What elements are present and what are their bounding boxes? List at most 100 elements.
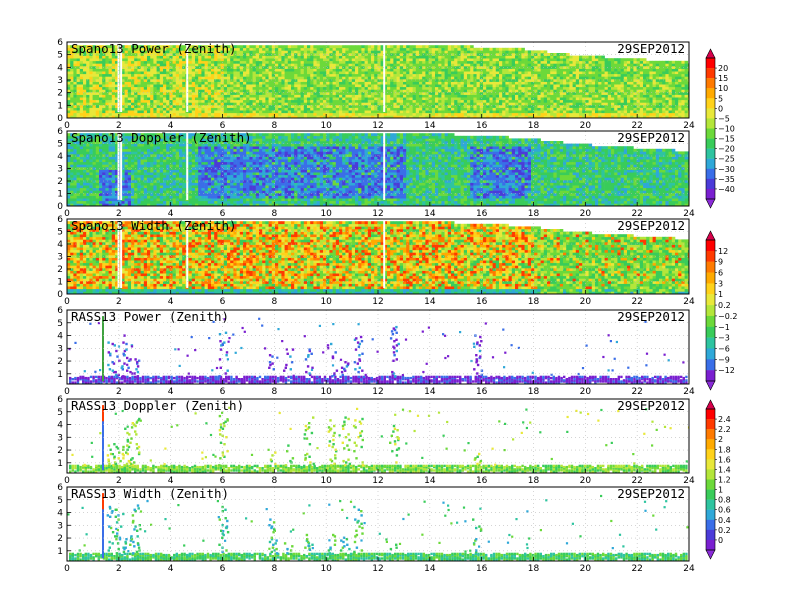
heatmap-cell bbox=[630, 105, 634, 108]
heatmap-cell bbox=[86, 71, 90, 75]
heatmap-cell bbox=[236, 79, 241, 82]
heatmap-cell bbox=[140, 53, 145, 56]
heatmap-cell bbox=[223, 115, 228, 118]
heatmap-cell bbox=[460, 53, 465, 56]
heatmap-cell bbox=[303, 60, 308, 64]
heatmap-cell bbox=[614, 79, 618, 82]
heatmap-cell bbox=[220, 50, 225, 54]
heatmap-cell bbox=[601, 102, 605, 106]
heatmap-cell bbox=[367, 73, 372, 77]
heatmap-cell bbox=[547, 112, 551, 116]
heatmap-cell bbox=[444, 58, 449, 62]
heatmap-cell bbox=[284, 110, 289, 114]
heatmap-cell bbox=[441, 97, 445, 101]
heatmap-cell bbox=[499, 84, 503, 88]
heatmap-cell bbox=[598, 73, 602, 77]
heatmap-cell bbox=[182, 115, 186, 118]
heatmap-cell bbox=[73, 73, 77, 77]
heatmap-cell bbox=[588, 73, 593, 77]
heatmap-cell bbox=[399, 115, 404, 118]
heatmap-cell bbox=[156, 76, 161, 80]
heatmap-cell bbox=[614, 84, 618, 88]
heatmap-cell bbox=[179, 79, 183, 82]
heatmap-cell bbox=[115, 47, 119, 51]
heatmap-cell bbox=[217, 76, 221, 80]
heatmap-cell bbox=[559, 115, 564, 118]
heatmap-cell bbox=[223, 81, 228, 85]
heatmap-cell bbox=[630, 68, 634, 72]
heatmap-cell bbox=[278, 89, 282, 93]
heatmap-cell bbox=[569, 58, 573, 62]
heatmap-cell bbox=[243, 86, 247, 90]
heatmap-cell bbox=[358, 68, 362, 72]
heatmap-cell bbox=[620, 58, 625, 62]
heatmap-cell bbox=[204, 71, 209, 75]
heatmap-cell bbox=[515, 89, 519, 93]
heatmap-cell bbox=[297, 47, 301, 51]
heatmap-cell bbox=[547, 86, 551, 90]
heatmap-cell bbox=[403, 60, 407, 64]
heatmap-cell bbox=[483, 63, 487, 67]
heatmap-cell bbox=[335, 84, 340, 88]
heatmap-cell bbox=[121, 84, 125, 88]
heatmap-cell bbox=[489, 89, 493, 93]
heatmap-cell bbox=[444, 68, 449, 72]
heatmap-cell bbox=[153, 115, 157, 118]
heatmap-cell bbox=[329, 105, 333, 108]
heatmap-cell bbox=[140, 86, 145, 90]
heatmap-cell bbox=[134, 79, 138, 82]
heatmap-cell bbox=[367, 92, 372, 95]
heatmap-cell bbox=[505, 107, 509, 111]
heatmap-cell bbox=[134, 86, 138, 90]
heatmap-cell bbox=[127, 55, 132, 59]
heatmap-cell bbox=[467, 99, 471, 103]
heatmap-cell bbox=[102, 112, 106, 116]
heatmap-cell bbox=[137, 110, 141, 114]
heatmap-cell bbox=[431, 45, 436, 49]
heatmap-cell bbox=[303, 105, 308, 108]
heatmap-cell bbox=[550, 107, 554, 111]
heatmap-cell bbox=[499, 66, 503, 69]
heatmap-cell bbox=[345, 76, 349, 80]
heatmap-cell bbox=[169, 45, 173, 49]
heatmap-cell bbox=[396, 76, 401, 80]
heatmap-cell bbox=[643, 58, 647, 62]
heatmap-cell bbox=[607, 84, 612, 88]
heatmap-cell bbox=[313, 84, 317, 88]
heatmap-cell bbox=[460, 60, 465, 64]
heatmap-cell bbox=[214, 55, 218, 59]
heatmap-cell bbox=[572, 86, 577, 90]
heatmap-cell bbox=[335, 76, 340, 80]
heatmap-cell bbox=[425, 112, 429, 116]
heatmap-cell bbox=[390, 84, 394, 88]
heatmap-cell bbox=[195, 79, 199, 82]
heatmap-cell bbox=[419, 58, 423, 62]
heatmap-cell bbox=[419, 112, 423, 116]
heatmap-cell bbox=[249, 60, 253, 64]
heatmap-cell bbox=[457, 112, 461, 116]
heatmap-cell bbox=[559, 89, 564, 93]
heatmap-cell bbox=[623, 92, 628, 95]
heatmap-cell bbox=[140, 45, 145, 49]
heatmap-cell bbox=[223, 63, 228, 67]
heatmap-cell bbox=[585, 81, 589, 85]
heatmap-cell bbox=[159, 60, 164, 64]
heatmap-cell bbox=[563, 63, 567, 67]
heatmap-cell bbox=[313, 115, 317, 118]
heatmap-cell bbox=[377, 115, 381, 118]
heatmap-cell bbox=[102, 63, 106, 67]
heatmap-cell bbox=[406, 89, 410, 93]
heatmap-cell bbox=[387, 71, 391, 75]
heatmap-cell bbox=[294, 115, 298, 118]
heatmap-cell bbox=[275, 53, 279, 56]
heatmap-cell bbox=[579, 66, 583, 69]
heatmap-cell bbox=[364, 73, 369, 77]
heatmap-cell bbox=[243, 53, 247, 56]
heatmap-cell bbox=[521, 86, 525, 90]
heatmap-cell bbox=[163, 76, 167, 80]
heatmap-cell bbox=[419, 81, 423, 85]
heatmap-cell bbox=[239, 115, 244, 118]
heatmap-cell bbox=[268, 81, 273, 85]
heatmap-cell bbox=[415, 84, 420, 88]
heatmap-cell bbox=[617, 112, 621, 116]
